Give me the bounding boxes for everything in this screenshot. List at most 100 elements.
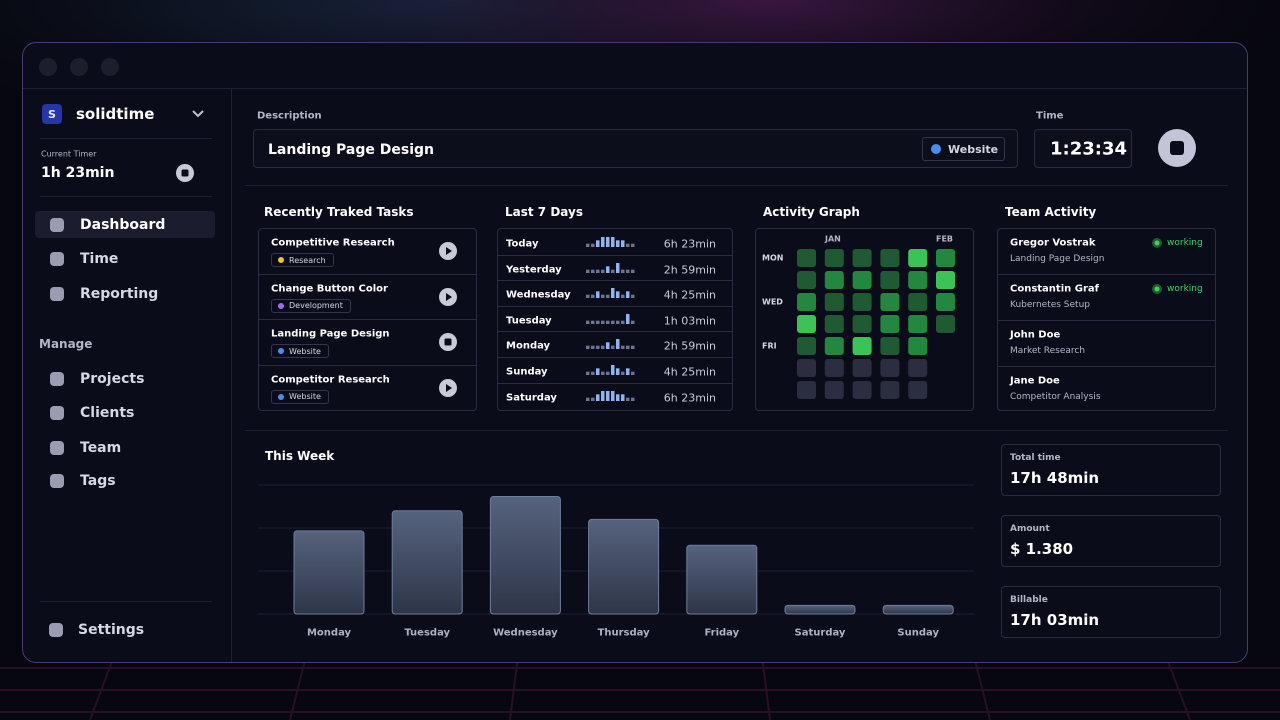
stop-timer-button[interactable] bbox=[1157, 128, 1197, 168]
project-name: Research bbox=[289, 255, 326, 265]
stat-card bbox=[1001, 444, 1221, 496]
spark-bar bbox=[606, 237, 610, 247]
heatmap-cell bbox=[824, 271, 844, 289]
stat-label: Billable bbox=[1010, 595, 1048, 605]
heatmap-cell bbox=[908, 315, 928, 333]
heatmap-cell bbox=[797, 315, 816, 333]
heatmap-cell bbox=[936, 249, 955, 267]
nav-icon bbox=[49, 623, 63, 637]
spark-bar bbox=[586, 371, 590, 375]
icon bbox=[50, 441, 64, 455]
project-dot bbox=[278, 302, 284, 309]
heatmap-cell bbox=[824, 249, 844, 267]
spark-bar bbox=[616, 262, 620, 273]
heatmap-cell bbox=[880, 359, 900, 377]
project-dot bbox=[278, 348, 284, 354]
last7-panel bbox=[497, 228, 733, 411]
spark-bar bbox=[616, 368, 620, 375]
spark-bar bbox=[606, 371, 610, 375]
project-pill[interactable]: Website bbox=[922, 137, 1005, 161]
sparkline bbox=[586, 390, 635, 401]
play-button[interactable] bbox=[438, 378, 458, 398]
status-dot bbox=[1152, 238, 1162, 248]
play-button[interactable] bbox=[438, 287, 458, 307]
spark-bar bbox=[606, 390, 610, 401]
spark-bar bbox=[586, 346, 590, 350]
spark-bar bbox=[626, 368, 630, 375]
heatmap-cell bbox=[880, 337, 900, 355]
stat-label: Amount bbox=[1010, 524, 1050, 534]
icon bbox=[49, 623, 63, 637]
project-dot bbox=[278, 257, 284, 263]
task-name: Competitor Research bbox=[271, 374, 390, 385]
bar bbox=[293, 530, 365, 615]
member-name: Jane Doe bbox=[1010, 375, 1060, 387]
dot bbox=[1154, 286, 1160, 292]
nav-item[interactable]: Time bbox=[80, 251, 119, 267]
project-name: Website bbox=[289, 346, 321, 356]
nav-item[interactable]: Reporting bbox=[80, 286, 159, 302]
project-name: Website bbox=[948, 142, 999, 156]
row-divider bbox=[259, 273, 476, 275]
spark-bar bbox=[601, 294, 605, 299]
day-name: Tuesday bbox=[506, 315, 552, 327]
day-name: Wednesday bbox=[506, 289, 571, 301]
spark-bar bbox=[596, 269, 600, 273]
stop-button[interactable] bbox=[175, 163, 195, 183]
spark-bar bbox=[611, 320, 615, 324]
member-name: Constantin Graf bbox=[1010, 283, 1099, 295]
nav-item[interactable]: Tags bbox=[80, 473, 116, 489]
stop-icon bbox=[444, 338, 452, 346]
spark-bar bbox=[611, 346, 615, 350]
description-input bbox=[253, 129, 1018, 168]
description: Landing Page Design bbox=[268, 142, 434, 158]
divider bbox=[40, 196, 212, 197]
heatmap-cell bbox=[880, 249, 900, 267]
nav-item[interactable]: Team bbox=[80, 440, 122, 456]
heatmap-cell bbox=[824, 337, 844, 355]
stop-icon bbox=[1170, 141, 1184, 155]
x-tick-label: Thursday bbox=[597, 627, 650, 639]
spark-bar bbox=[626, 346, 630, 350]
window-dot[interactable] bbox=[70, 58, 88, 76]
nav-item[interactable]: Dashboard bbox=[80, 217, 166, 233]
day-duration: 6h 23min bbox=[663, 391, 716, 405]
section-title: Team Activity bbox=[1005, 205, 1097, 219]
spark-bar bbox=[586, 320, 590, 324]
window-dot[interactable] bbox=[39, 58, 57, 76]
member-name: John Doe bbox=[1010, 329, 1061, 341]
task-project: Research bbox=[271, 253, 334, 267]
row-divider bbox=[498, 280, 732, 282]
current-timer-label: Current Timer bbox=[41, 149, 97, 159]
window-dot[interactable] bbox=[101, 58, 119, 76]
row-divider bbox=[998, 274, 1215, 275]
spark-bar bbox=[631, 294, 635, 299]
sparkline bbox=[586, 313, 635, 324]
heatmap-cell bbox=[824, 381, 844, 399]
settings[interactable]: Settings bbox=[78, 622, 145, 638]
spark-bar bbox=[626, 291, 630, 299]
spark-bar bbox=[621, 393, 625, 401]
nav-item[interactable]: Projects bbox=[80, 371, 145, 387]
x-tick-label: Wednesday bbox=[493, 627, 558, 639]
spark-bar bbox=[591, 294, 595, 299]
heatmap-cell bbox=[908, 359, 928, 377]
day-name: Today bbox=[506, 238, 539, 250]
bar bbox=[686, 544, 758, 615]
spark-bar bbox=[596, 368, 600, 375]
play-button[interactable] bbox=[438, 241, 458, 261]
row-divider bbox=[259, 319, 476, 320]
sparkline bbox=[586, 288, 635, 299]
heatmap-cell bbox=[880, 315, 900, 333]
org-dropdown[interactable] bbox=[190, 107, 206, 121]
weekday-label: WED bbox=[762, 297, 783, 307]
spark-bar bbox=[591, 243, 595, 247]
stop-button[interactable] bbox=[438, 332, 458, 352]
divider bbox=[23, 88, 1247, 89]
heatmap-cell bbox=[852, 293, 872, 311]
spark-bar bbox=[611, 237, 615, 247]
spark-bar bbox=[631, 346, 635, 350]
month-label: FEB bbox=[936, 234, 954, 244]
nav-item[interactable]: Clients bbox=[80, 405, 135, 421]
